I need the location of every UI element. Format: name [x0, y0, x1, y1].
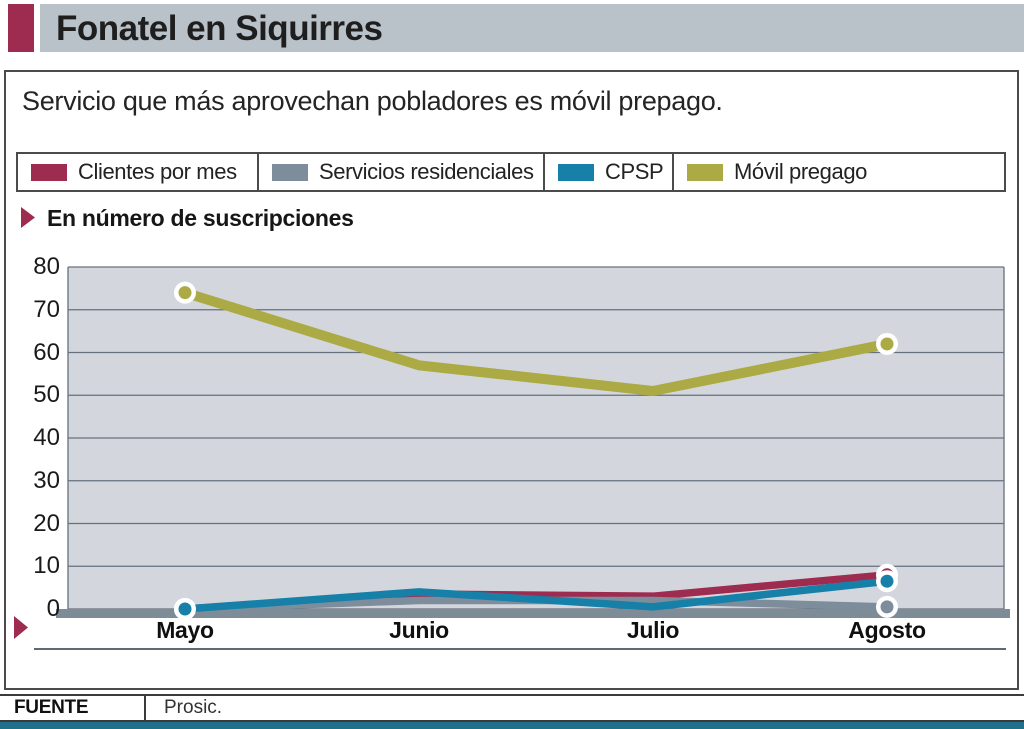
source-value: Prosic. [164, 697, 223, 718]
page-title: Fonatel en Siquirres [56, 9, 383, 48]
y-axis-tick-label: 40 [33, 424, 60, 451]
legend-item-cpsp: CPSP [545, 154, 674, 190]
y-axis-tick-label: 30 [33, 466, 60, 494]
y-axis-tick-label: 20 [33, 509, 60, 537]
legend-label: CPSP [605, 159, 664, 184]
legend-swatch-clientes [31, 163, 67, 181]
source-row: FUENTE Prosic. [0, 694, 1024, 722]
header-accent-block [8, 4, 34, 52]
x-axis-label: Agosto [848, 617, 926, 643]
y-axis-tick-label: 70 [33, 295, 60, 323]
legend-swatch-residenciales [272, 163, 308, 181]
marker-dot [178, 286, 192, 300]
legend-item-residenciales: Servicios residenciales [259, 154, 545, 190]
series-line [184, 577, 888, 613]
legend-swatch-cpsp [558, 163, 594, 181]
marker-dot [880, 600, 894, 614]
source-label: FUENTE [0, 696, 146, 720]
section-label: En número de suscripciones [47, 205, 354, 231]
legend-label: Servicios residenciales [319, 159, 534, 184]
marker-dot [178, 602, 192, 616]
x-axis-label: Julio [626, 617, 680, 643]
footer-bar [0, 722, 1024, 729]
x-axis-label: Mayo [156, 617, 214, 643]
chart-subtitle: Servicio que más aprovechan pobladores e… [22, 86, 723, 116]
series-line [183, 287, 888, 397]
chart-legend: Clientes por mes Servicios residenciales… [16, 152, 1006, 192]
y-axis-tick-label: 0 [46, 595, 60, 622]
legend-item-clientes: Clientes por mes [18, 154, 259, 190]
legend-label: Clientes por mes [78, 159, 237, 184]
axis-band [56, 609, 1010, 618]
marker-dot [880, 337, 894, 351]
header-bar [40, 4, 1024, 52]
marker-dot [880, 574, 894, 588]
x-axis-label: Junio [389, 617, 449, 643]
line-chart [56, 266, 1010, 620]
y-axis-tick-label: 80 [33, 253, 60, 280]
legend-swatch-movil [687, 163, 723, 181]
legend-item-movil: Móvil pregago [674, 154, 1004, 190]
axis-separator-line [34, 648, 1006, 650]
y-axis-tick-label: 10 [33, 552, 60, 580]
y-axis-tick-label: 50 [33, 381, 60, 409]
legend-label: Móvil pregago [734, 159, 867, 184]
y-axis-tick-label: 60 [33, 338, 60, 366]
